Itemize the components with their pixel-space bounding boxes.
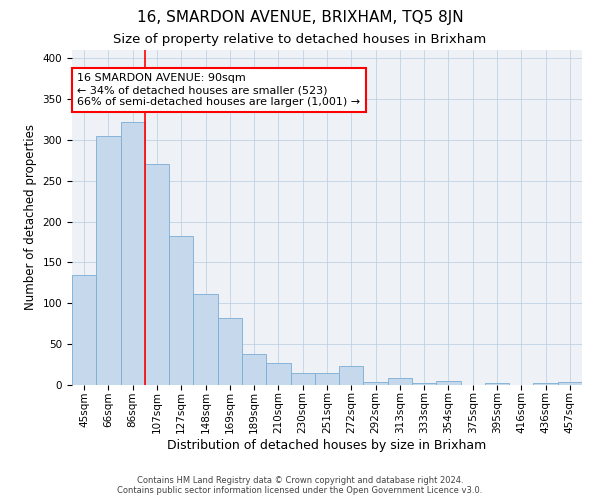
Y-axis label: Number of detached properties: Number of detached properties <box>24 124 37 310</box>
Text: 16, SMARDON AVENUE, BRIXHAM, TQ5 8JN: 16, SMARDON AVENUE, BRIXHAM, TQ5 8JN <box>137 10 463 25</box>
Bar <box>412 382 436 385</box>
Bar <box>169 236 193 385</box>
Bar <box>242 354 266 385</box>
Bar <box>193 294 218 385</box>
Bar <box>96 136 121 385</box>
Bar <box>121 122 145 385</box>
Bar <box>72 274 96 385</box>
Bar <box>533 384 558 385</box>
Bar <box>218 318 242 385</box>
Bar <box>290 372 315 385</box>
Bar <box>364 382 388 385</box>
Text: 16 SMARDON AVENUE: 90sqm
← 34% of detached houses are smaller (523)
66% of semi-: 16 SMARDON AVENUE: 90sqm ← 34% of detach… <box>77 74 360 106</box>
Text: Contains HM Land Registry data © Crown copyright and database right 2024.
Contai: Contains HM Land Registry data © Crown c… <box>118 476 482 495</box>
Bar <box>558 382 582 385</box>
Bar <box>339 366 364 385</box>
Bar <box>485 384 509 385</box>
Bar <box>145 164 169 385</box>
Text: Size of property relative to detached houses in Brixham: Size of property relative to detached ho… <box>113 32 487 46</box>
Bar <box>315 372 339 385</box>
Bar <box>436 381 461 385</box>
Bar <box>266 363 290 385</box>
Bar <box>388 378 412 385</box>
X-axis label: Distribution of detached houses by size in Brixham: Distribution of detached houses by size … <box>167 439 487 452</box>
